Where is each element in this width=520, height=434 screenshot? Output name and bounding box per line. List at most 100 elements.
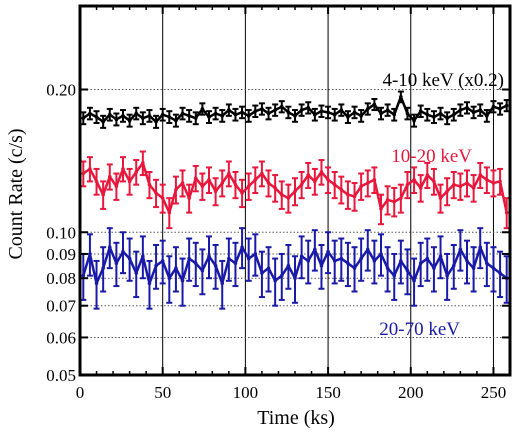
data-point xyxy=(485,178,489,182)
data-point xyxy=(174,266,178,270)
data-point xyxy=(134,170,139,174)
data-point xyxy=(478,108,483,112)
data-point xyxy=(147,182,152,187)
x-tick-label: 50 xyxy=(154,383,171,402)
data-point xyxy=(94,179,99,184)
data-point xyxy=(160,259,165,263)
data-point xyxy=(213,189,218,194)
data-point xyxy=(114,184,119,189)
data-point xyxy=(399,95,403,99)
data-point xyxy=(405,111,410,116)
data-point xyxy=(365,181,370,185)
series-1 xyxy=(80,90,510,129)
data-point xyxy=(405,268,410,273)
data-point xyxy=(233,182,238,187)
data-point xyxy=(233,261,238,266)
data-point xyxy=(299,182,304,187)
data-point xyxy=(286,110,291,115)
data-point xyxy=(471,186,476,190)
data-point xyxy=(94,281,99,286)
data-point xyxy=(306,173,311,177)
data-point xyxy=(379,111,383,116)
data-point xyxy=(88,252,92,256)
data-point xyxy=(352,110,357,115)
data-point xyxy=(286,196,291,200)
data-point xyxy=(101,266,105,270)
data-point xyxy=(425,173,430,177)
data-point xyxy=(412,178,416,182)
data-point xyxy=(365,107,370,111)
data-point xyxy=(498,107,502,111)
data-point xyxy=(451,182,456,187)
data-point xyxy=(200,107,205,111)
data-point xyxy=(220,181,225,185)
data-point xyxy=(207,115,211,119)
data-point xyxy=(332,182,337,187)
data-point xyxy=(392,199,397,204)
data-point xyxy=(273,108,277,112)
data-point xyxy=(213,111,218,116)
data-point xyxy=(359,114,363,118)
data-point xyxy=(299,254,304,259)
data-point xyxy=(465,105,469,110)
data-point xyxy=(114,261,119,266)
data-point xyxy=(101,119,105,124)
data-point xyxy=(346,261,350,266)
data-point xyxy=(372,102,377,107)
data-point xyxy=(293,114,297,118)
data-point xyxy=(498,179,502,184)
data-point xyxy=(326,178,330,182)
data-point xyxy=(134,271,139,275)
y-tick-label: 0.09 xyxy=(46,245,76,264)
data-point xyxy=(127,179,132,184)
data-point xyxy=(385,198,390,202)
data-point xyxy=(127,256,132,261)
data-point xyxy=(81,273,86,278)
y-axis-label: Count Rate (c/s) xyxy=(5,128,27,259)
data-point xyxy=(273,278,277,283)
data-point xyxy=(432,179,436,184)
data-point xyxy=(107,245,112,249)
axis-ticks: 0 50 100 150 200 250 0.05 0.06 0.07 0.08 0.09 0.10 0… xyxy=(46,6,510,402)
data-point xyxy=(432,115,436,119)
data-point xyxy=(392,112,397,117)
data-point xyxy=(326,110,330,115)
data-point xyxy=(445,189,449,194)
data-point xyxy=(240,245,244,249)
x-axis-label: Time (ks) xyxy=(257,407,335,429)
data-point xyxy=(385,266,390,270)
series-label-10-20kev: 10-20 keV xyxy=(391,146,472,167)
data-point xyxy=(471,266,476,270)
data-point xyxy=(385,108,390,112)
data-point xyxy=(346,115,350,119)
data-point xyxy=(399,196,403,200)
data-point xyxy=(359,184,363,189)
x-tick-label: 250 xyxy=(481,383,507,402)
data-point xyxy=(425,112,430,117)
data-point xyxy=(365,247,370,252)
data-point xyxy=(147,114,152,118)
data-point xyxy=(279,104,284,109)
data-point xyxy=(246,184,251,189)
data-point xyxy=(227,171,231,176)
data-point xyxy=(180,278,185,283)
data-point xyxy=(246,114,251,118)
data-point xyxy=(313,247,317,252)
data-point xyxy=(458,184,463,189)
data-point xyxy=(207,254,211,259)
data-point xyxy=(240,110,244,115)
y-tick-label: 0.20 xyxy=(46,81,76,100)
series-3 xyxy=(80,227,510,310)
data-point xyxy=(187,114,191,118)
data-point xyxy=(81,116,86,120)
data-point xyxy=(154,119,158,124)
y-tick-label: 0.06 xyxy=(46,328,76,347)
data-point xyxy=(107,112,112,117)
data-point xyxy=(405,182,410,187)
data-point xyxy=(279,192,284,197)
y-tick-label: 0.05 xyxy=(46,366,76,385)
data-point xyxy=(504,103,509,108)
data-point xyxy=(207,178,211,182)
data-point xyxy=(167,276,172,281)
data-point xyxy=(458,247,463,252)
